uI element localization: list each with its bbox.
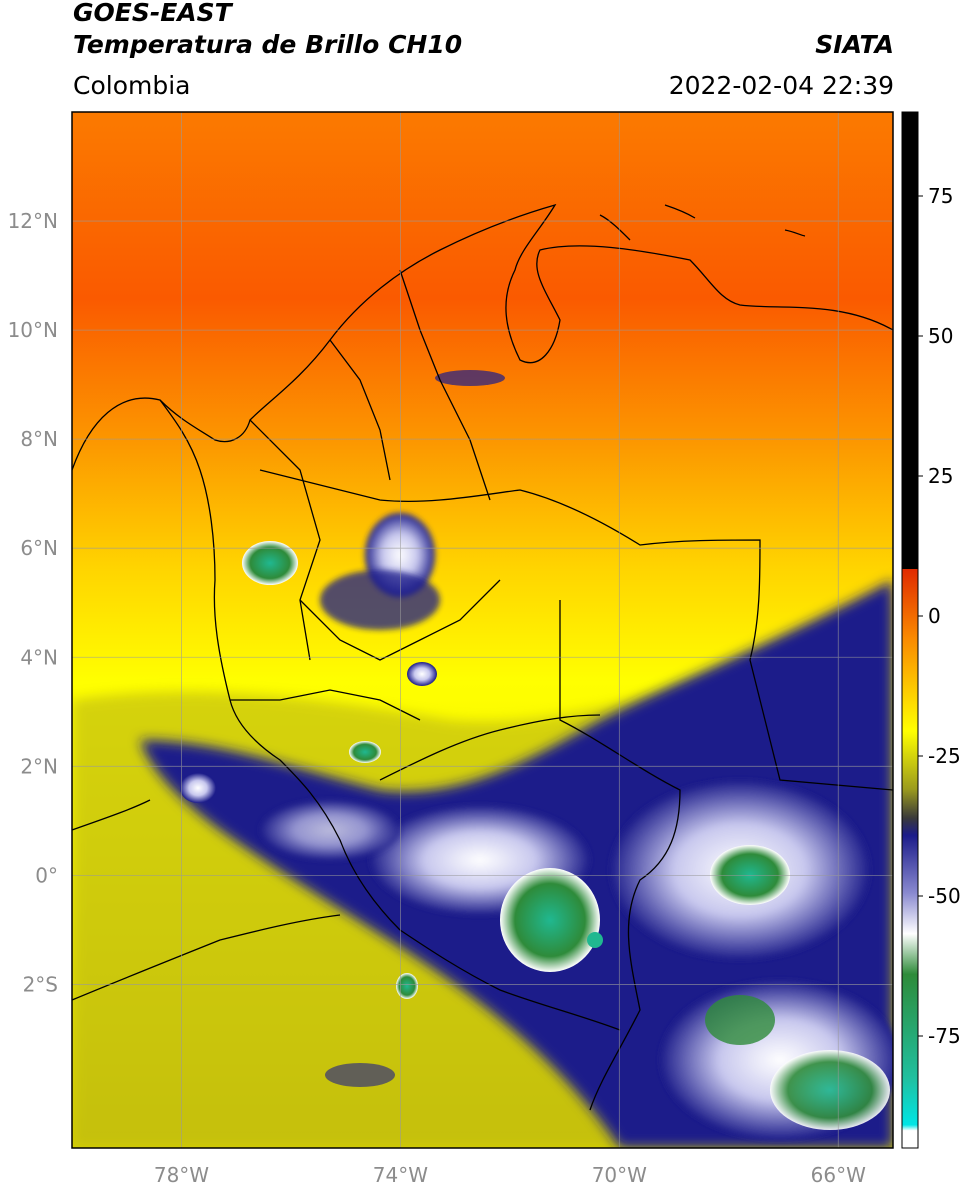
colorbar-black-segment	[902, 112, 918, 569]
lat-tick-label: 0°	[35, 863, 58, 887]
brightness-temperature-image	[72, 112, 893, 1148]
lon-tick-label: 78°W	[154, 1163, 209, 1187]
latitude-tick-labels: 12°N 10°N 8°N 6°N 4°N 2°N 0° 2°S	[8, 209, 58, 996]
gridlines	[72, 112, 893, 1148]
lon-tick-label: 74°W	[373, 1163, 428, 1187]
colorbar-tick-label: 0	[928, 604, 941, 628]
colorbar-tick-label: -75	[928, 1024, 961, 1048]
colorbar-ticks: 75 50 25 0 -25 -50 -75	[918, 184, 961, 1048]
lat-tick-label: 12°N	[8, 209, 58, 233]
lat-tick-label: 10°N	[8, 318, 58, 342]
colorbar-tick-label: 75	[928, 184, 953, 208]
colorbar-tick-label: -25	[928, 744, 961, 768]
colorbar: 75 50 25 0 -25 -50 -75	[901, 111, 961, 1149]
lon-tick-label: 66°W	[811, 1163, 866, 1187]
datetime-label: 2022-02-04 22:39	[668, 71, 894, 100]
coastlines-and-borders	[72, 203, 893, 1111]
colorbar-tick-label: 25	[928, 464, 953, 488]
colorbar-tick-label: -50	[928, 884, 961, 908]
lat-tick-label: 4°N	[20, 645, 58, 669]
lat-tick-label: 2°S	[23, 972, 58, 996]
lat-tick-label: 6°N	[20, 536, 58, 560]
lon-tick-label: 70°W	[592, 1163, 647, 1187]
map-frame	[71, 111, 894, 1149]
lat-tick-label: 2°N	[20, 754, 58, 778]
lat-tick-label: 8°N	[20, 427, 58, 451]
longitude-tick-labels: 78°W 74°W 70°W 66°W	[154, 1163, 866, 1187]
title-product: Temperatura de Brillo CH10	[73, 30, 463, 59]
brand-label: SIATA	[815, 30, 894, 59]
colorbar-gradient-segment	[902, 569, 918, 1148]
colorbar-tick-label: 50	[928, 324, 953, 348]
title-satellite: GOES-EAST	[73, 0, 232, 27]
region-label: Colombia	[73, 71, 191, 100]
colorbar-frame	[901, 111, 919, 1149]
